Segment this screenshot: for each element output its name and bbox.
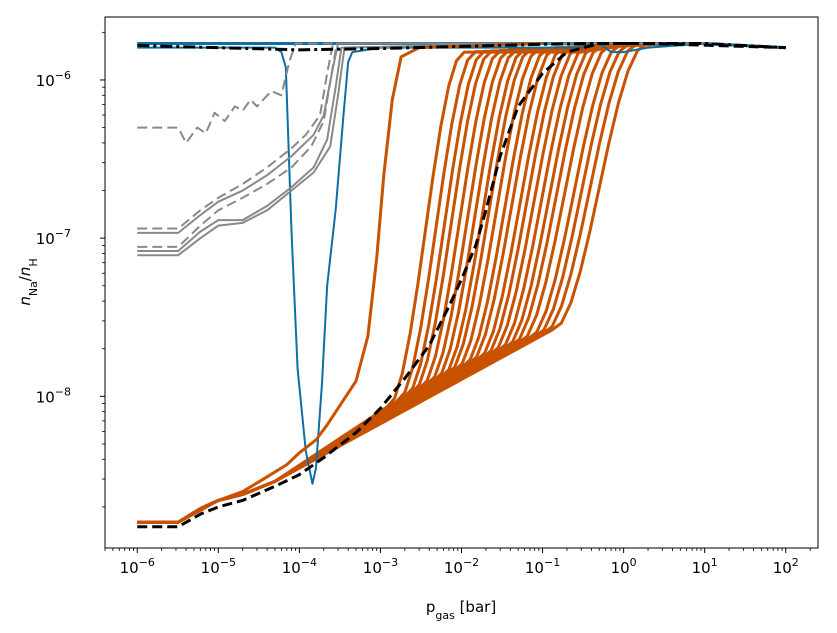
x-tick-label: 10−6 [120, 556, 155, 577]
y-tick-label: 10−8 [36, 385, 71, 406]
y-tick-label: 10−7 [36, 227, 71, 248]
x-axis-label: pgas [bar] [426, 598, 496, 622]
gray-solid-curve [137, 42, 543, 252]
gray-solid-curve [137, 42, 543, 257]
orange-curve [137, 42, 688, 524]
y-tick-label: 10−6 [36, 69, 71, 90]
gray-dashed-curve [137, 42, 543, 230]
gray-solid-curve [137, 42, 543, 234]
x-tick-label: 10−4 [282, 556, 317, 577]
black-dashdot-curve [137, 42, 786, 52]
series-layer [137, 42, 786, 529]
black-dashed-curve [137, 42, 786, 529]
x-tick-label: 10−3 [363, 556, 398, 577]
x-tick-label: 10−1 [525, 556, 560, 577]
ticks-layer: 10−6 10−5 10−4 10−3 10−2 10−1 100 101 102 10−8 10−… [36, 31, 811, 577]
x-tick-label: 10−5 [201, 556, 236, 577]
x-tick-label: 100 [611, 556, 637, 577]
x-tick-label: 101 [692, 556, 718, 577]
x-tick-label: 10−2 [444, 556, 479, 577]
y-axis-label: nNa/nH [16, 258, 40, 305]
x-tick-label: 102 [773, 556, 799, 577]
blue-solid-curve [137, 42, 786, 485]
gray-dashed-curve [137, 42, 705, 144]
orange-solid-curve [137, 42, 543, 524]
